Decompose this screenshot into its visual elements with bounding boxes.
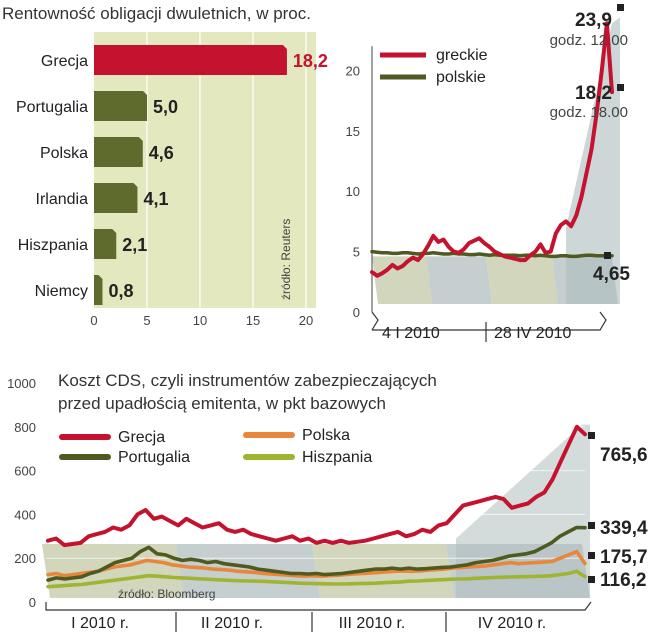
background-band <box>486 256 558 304</box>
bar-x-tick-label: 10 <box>193 313 207 328</box>
annotation-value: 4,65 <box>593 264 630 285</box>
cds-chart-title: Koszt CDS, czyli instrumentów zabezpiecz… <box>58 371 437 390</box>
x-period-label: I 2010 r. <box>71 615 129 632</box>
bar-category-label: Grecja <box>41 53 88 70</box>
bar-chart-plot-area <box>94 32 316 308</box>
series-line-portugalia <box>46 525 587 582</box>
end-marker <box>588 522 595 529</box>
y-tick-label: 0 <box>353 305 360 320</box>
y-tick-label: 5 <box>353 245 360 260</box>
series-line-polskie <box>370 249 614 259</box>
y-tick-label: 20 <box>346 63 360 78</box>
background-band <box>372 256 432 304</box>
bar-niemcy <box>94 275 103 305</box>
legend-label: Portugalia <box>118 449 190 466</box>
cds-chart-subtitle: przed upadłością emitenta, w pkt bazowyc… <box>58 394 386 413</box>
y-tick-label: 0 <box>29 595 36 610</box>
annotation-value: 18,2 <box>575 83 612 104</box>
bar-value-label: 0,8 <box>108 281 133 301</box>
annotation-marker <box>617 4 624 11</box>
x-period-label: IV 2010 r. <box>478 615 547 632</box>
x-date-label: 28 IV 2010 <box>494 325 572 342</box>
end-marker <box>588 552 595 559</box>
annotation-value: 23,9 <box>575 10 612 31</box>
legend-label: Hiszpania <box>302 449 372 466</box>
bar-category-label: Hiszpania <box>18 237 88 254</box>
y-tick-label: 15 <box>346 124 360 139</box>
x-axis-bracket <box>45 601 592 611</box>
background-band <box>426 256 492 304</box>
bar-x-tick-label: 5 <box>143 313 150 328</box>
legend-label: greckie <box>436 47 488 64</box>
end-value-label: 339,4 <box>600 518 648 539</box>
annotation-marker <box>604 252 611 259</box>
legend-label: Polska <box>302 427 350 444</box>
bar-x-tick-label: 20 <box>299 313 313 328</box>
end-value-label: 116,2 <box>600 570 647 591</box>
end-value-label: 765,6 <box>600 445 648 466</box>
bar-value-label: 18,2 <box>293 51 328 71</box>
end-marker <box>588 432 595 439</box>
background-band <box>566 17 620 305</box>
bar-value-label: 5,0 <box>153 97 178 117</box>
annotation-note: godz. 18.00 <box>550 104 628 121</box>
series-line-grecja <box>46 424 587 548</box>
bar-portugalia <box>94 91 147 121</box>
x-period-label: II 2010 r. <box>201 615 263 632</box>
series-line-hiszpania <box>46 569 587 589</box>
bar-irlandia <box>94 183 138 213</box>
cds-line-chart: Koszt CDS, czyli instrumentów zabezpiecz… <box>7 371 648 632</box>
bar-category-label: Niemcy <box>35 283 88 300</box>
y-tick-label: 10 <box>346 184 360 199</box>
bar-hiszpania <box>94 229 117 259</box>
bar-polska <box>94 137 143 167</box>
x-date-label: 4 I 2010 <box>382 325 440 342</box>
yield-bar-chart: Rentowność obligacji dwuletnich, w proc.… <box>2 4 328 328</box>
y-tick-label: 1000 <box>7 376 36 391</box>
annotation-marker <box>617 84 624 91</box>
bar-value-label: 2,1 <box>122 235 147 255</box>
bar-grecja <box>94 45 287 75</box>
series-line-polska <box>46 549 587 579</box>
y-tick-label: 200 <box>14 551 36 566</box>
bar-chart-title: Rentowność obligacji dwuletnich, w proc. <box>2 4 311 23</box>
bar-category-label: Irlandia <box>36 191 89 208</box>
cds-chart-source: źródło: Bloomberg <box>118 587 215 601</box>
bar-category-label: Portugalia <box>16 99 88 116</box>
bar-category-label: Polska <box>40 145 88 162</box>
y-tick-label: 800 <box>14 420 36 435</box>
bar-x-tick-label: 15 <box>246 313 260 328</box>
bar-value-label: 4,1 <box>143 189 168 209</box>
bar-x-tick-label: 0 <box>90 313 97 328</box>
series-line-greckie <box>370 21 614 278</box>
end-value-label: 175,7 <box>600 547 648 568</box>
x-period-label: III 2010 r. <box>339 615 406 632</box>
y-tick-label: 600 <box>14 464 36 479</box>
end-marker <box>588 576 595 583</box>
bar-chart-source: źródło: Reuters <box>279 219 293 300</box>
legend-label: Grecja <box>118 429 165 446</box>
bar-value-label: 4,6 <box>149 143 174 163</box>
annotation-note: godz. 12.00 <box>550 32 628 49</box>
legend-label: polskie <box>436 69 486 86</box>
y-tick-label: 400 <box>14 507 36 522</box>
